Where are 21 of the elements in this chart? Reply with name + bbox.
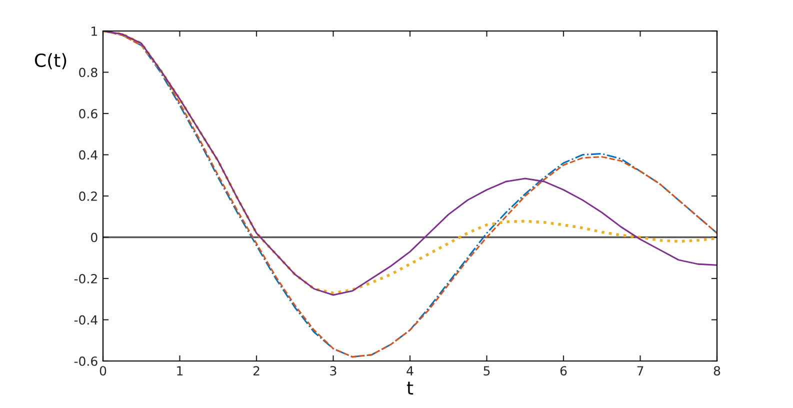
x-tick-label: 4 [406, 366, 414, 376]
y-axis-title: C(t) [34, 53, 66, 70]
y-tick-label: -0.4 [74, 315, 98, 325]
y-tick-label: 0.8 [79, 68, 98, 78]
y-tick-label: 1 [92, 26, 97, 36]
x-tick-label: 5 [484, 366, 490, 376]
x-tick-label: 2 [253, 366, 260, 376]
x-tick-label: 6 [560, 366, 567, 376]
y-tick-label: 0 [91, 232, 98, 242]
x-tick-label: 1 [177, 366, 183, 376]
y-tick-label: -0.6 [74, 356, 98, 366]
x-tick-label: 8 [714, 366, 720, 376]
line-series [103, 31, 717, 358]
y-tick-label: -0.2 [74, 274, 97, 284]
x-tick-label: 0 [100, 366, 106, 376]
y-tick-label: 0.4 [79, 150, 98, 160]
y-tick-label: 0.6 [79, 108, 98, 118]
y-tick-label: 0.2 [79, 191, 97, 201]
x-tick-label: 3 [330, 366, 336, 376]
x-tick-label: 7 [637, 366, 644, 376]
x-axis-title: t [406, 382, 414, 394]
